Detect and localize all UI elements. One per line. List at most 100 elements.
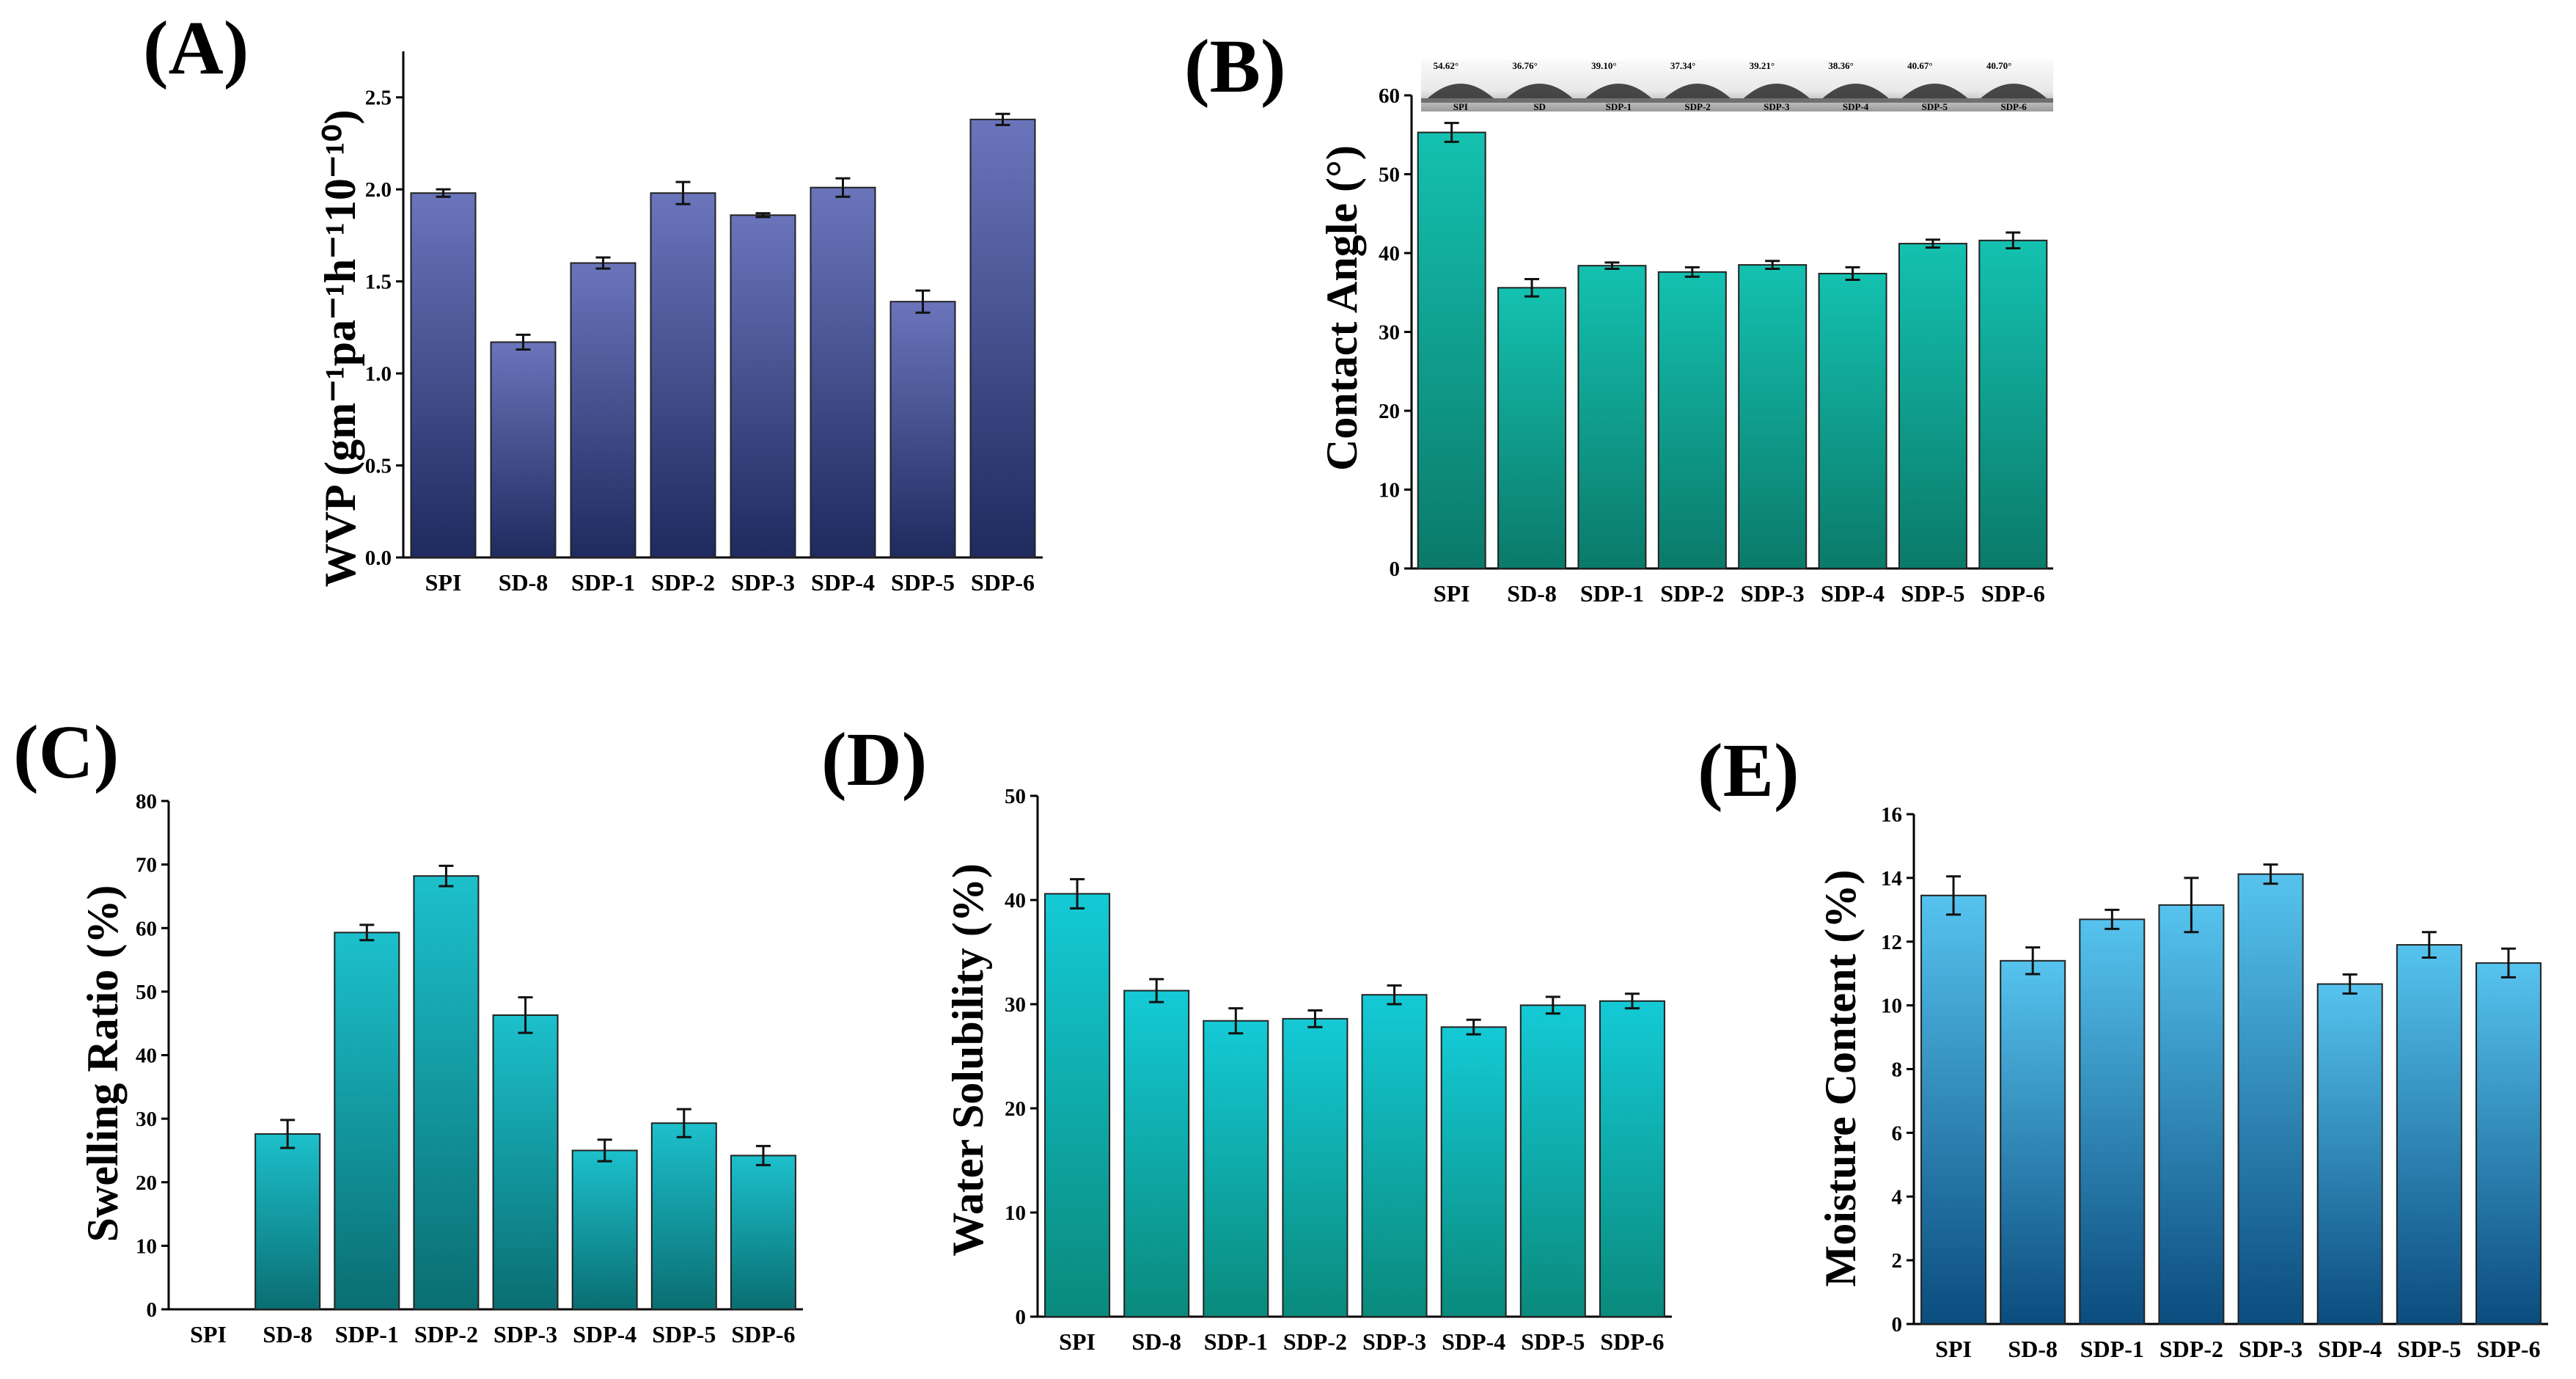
- x-tick-label: SDP-5: [2397, 1336, 2461, 1362]
- y-tick-label: 40: [136, 1045, 157, 1068]
- panel-b-plot: 0 10 20 30 40 50 60 SPI SD-8 SDP-1 SDP-2 SDP-3 SDP-4…: [1379, 84, 2053, 607]
- x-tick-label: SD-8: [499, 569, 548, 596]
- inset-sample-label: SDP-4: [1843, 101, 1869, 112]
- inset-sample-label: SDP-3: [1764, 101, 1790, 112]
- inset-sample-label: SPI: [1453, 101, 1468, 112]
- x-tick-label: SDP-3: [731, 569, 795, 596]
- bar-sdp-4: [2316, 983, 2383, 1325]
- panel-c-title: (C): [13, 710, 119, 794]
- x-tick-label: SDP-5: [652, 1321, 716, 1347]
- x-tick-label: SDP-1: [335, 1321, 399, 1347]
- x-tick-label: SDP-4: [1821, 580, 1885, 607]
- y-tick-label: 6: [1892, 1122, 1903, 1145]
- x-tick-label: SDP-6: [2476, 1336, 2540, 1362]
- bar-sdp-5: [2396, 944, 2462, 1325]
- bar-sdp-3: [2237, 873, 2304, 1325]
- y-tick-label: 8: [1892, 1058, 1903, 1082]
- y-tick-label: 1.5: [365, 271, 392, 294]
- bar-sdp-1: [1203, 1020, 1269, 1317]
- panel-b-title: (B): [1184, 24, 1286, 109]
- x-tick-label: SDP-6: [1981, 580, 2045, 607]
- y-tick-label: 16: [1881, 803, 1902, 827]
- y-tick-label: 30: [136, 1108, 157, 1131]
- x-tick-label: SDP-3: [1741, 580, 1805, 607]
- x-tick-label: SPI: [1434, 580, 1470, 607]
- bar-spi: [1920, 894, 1987, 1325]
- panel-d-ylabel: Water Solubility (%): [944, 863, 992, 1257]
- y-tick-label: 1.0: [365, 362, 392, 386]
- y-tick-label: 80: [136, 790, 157, 813]
- x-tick-label: SDP-5: [891, 569, 955, 596]
- bar-sdp-3: [492, 1014, 559, 1311]
- x-tick-label: SDP-1: [1204, 1328, 1268, 1355]
- bar-sdp-3: [1361, 994, 1428, 1317]
- x-tick-label: SDP-6: [731, 1321, 795, 1347]
- bar-sdp-6: [730, 1155, 796, 1311]
- x-tick-label: SDP-3: [1362, 1328, 1426, 1355]
- inset-angle-label: 54.62°: [1434, 60, 1458, 71]
- contact-angle-image-strip: 54.62° SPI 36.76° SD 39.10° SDP-1 37.34° SDP-2 3…: [1421, 60, 2053, 112]
- x-tick-label: SPI: [1935, 1336, 1972, 1362]
- y-tick-label: 40: [1379, 242, 1400, 266]
- inset-angle-label: 40.67°: [1907, 60, 1932, 71]
- droplet-sdp-2: [1665, 84, 1731, 98]
- x-tick-label: SPI: [425, 569, 462, 596]
- y-tick-label: 12: [1881, 931, 1902, 954]
- inset-sample-label: SD: [1533, 101, 1546, 112]
- x-tick-label: SDP-6: [1600, 1328, 1664, 1355]
- x-tick-label: SDP-5: [1901, 580, 1964, 607]
- x-tick-label: SD-8: [1507, 580, 1557, 607]
- x-tick-label: SDP-2: [1283, 1328, 1347, 1355]
- panel-c-plot: 0 10 20 30 40 50 60 70 80 SPI SD-8 SDP-1 SDP-2 SDP-3 S…: [136, 790, 803, 1347]
- x-tick-label: SDP-2: [2159, 1336, 2223, 1362]
- bar-sdp-2: [1657, 271, 1727, 569]
- y-tick-label: 50: [1379, 164, 1400, 187]
- droplet-sd: [1506, 84, 1573, 98]
- panel-d-title: (D): [821, 717, 927, 802]
- inset-angle-label: 39.10°: [1591, 60, 1616, 71]
- panel-a: (A) WVP (gm⁻¹pa⁻¹h⁻¹10⁻¹⁰) 0.0 0.5 1.0 1.5 2…: [143, 6, 1043, 596]
- panel-b: (B) Contact Angle (°) 0 10 20 30 40 50 60 SPI SD…: [1184, 24, 2053, 607]
- bar-sdp-1: [1577, 265, 1647, 569]
- x-tick-label: SPI: [190, 1321, 227, 1347]
- y-tick-label: 10: [136, 1234, 157, 1258]
- bar-spi: [410, 192, 477, 558]
- x-tick-label: SDP-3: [493, 1321, 557, 1347]
- bar-sd-8: [490, 341, 557, 558]
- y-tick-label: 50: [1005, 785, 1026, 808]
- bar-sdp-4: [571, 1149, 638, 1310]
- substrate: [1500, 98, 1579, 103]
- bar-sdp-6: [1978, 239, 2048, 569]
- panel-e-plot: 0 2 4 6 8 10 12 14 16 SPI SD-8 SDP-1 SDP-2 SDP-3 SDP-4…: [1881, 803, 2548, 1362]
- bar-sdp-5: [1519, 1004, 1586, 1318]
- x-tick-label: SPI: [1059, 1328, 1096, 1355]
- x-tick-label: SDP-4: [1442, 1328, 1505, 1355]
- bar-sdp-2: [650, 192, 716, 558]
- panel-d-plot: 0 10 20 30 40 50 SPI SD-8 SDP-1 SDP-2 SDP-3 SDP-4 SD…: [1005, 785, 1672, 1355]
- y-tick-label: 14: [1881, 867, 1902, 890]
- y-tick-label: 0.0: [365, 546, 392, 570]
- bar-sdp-1: [570, 262, 636, 558]
- inset-angle-label: 37.34°: [1670, 60, 1695, 71]
- panel-e-ylabel: Moisture Content (%): [1816, 870, 1865, 1287]
- inset-sample-label: SDP-2: [1684, 101, 1710, 112]
- bar-sdp-4: [1818, 272, 1887, 569]
- x-tick-label: SDP-6: [971, 569, 1035, 596]
- inset-angle-label: 40.70°: [1986, 60, 2011, 71]
- y-tick-label: 20: [1005, 1097, 1026, 1121]
- substrate: [1658, 98, 1737, 103]
- y-tick-label: 2: [1892, 1249, 1903, 1273]
- y-tick-label: 70: [136, 854, 157, 877]
- x-tick-label: SDP-4: [811, 569, 875, 596]
- x-tick-label: SD-8: [1131, 1328, 1181, 1355]
- x-tick-label: SDP-4: [2318, 1336, 2382, 1362]
- bar-sdp-6: [2475, 962, 2542, 1325]
- droplet-sdp-1: [1585, 84, 1652, 98]
- bar-sd-8: [1123, 990, 1190, 1318]
- bar-sd-8: [1497, 287, 1567, 569]
- x-tick-label: SDP-2: [1660, 580, 1724, 607]
- bar-sdp-4: [1440, 1026, 1507, 1317]
- y-tick-label: 0.5: [365, 455, 392, 478]
- y-tick-label: 4: [1892, 1185, 1903, 1209]
